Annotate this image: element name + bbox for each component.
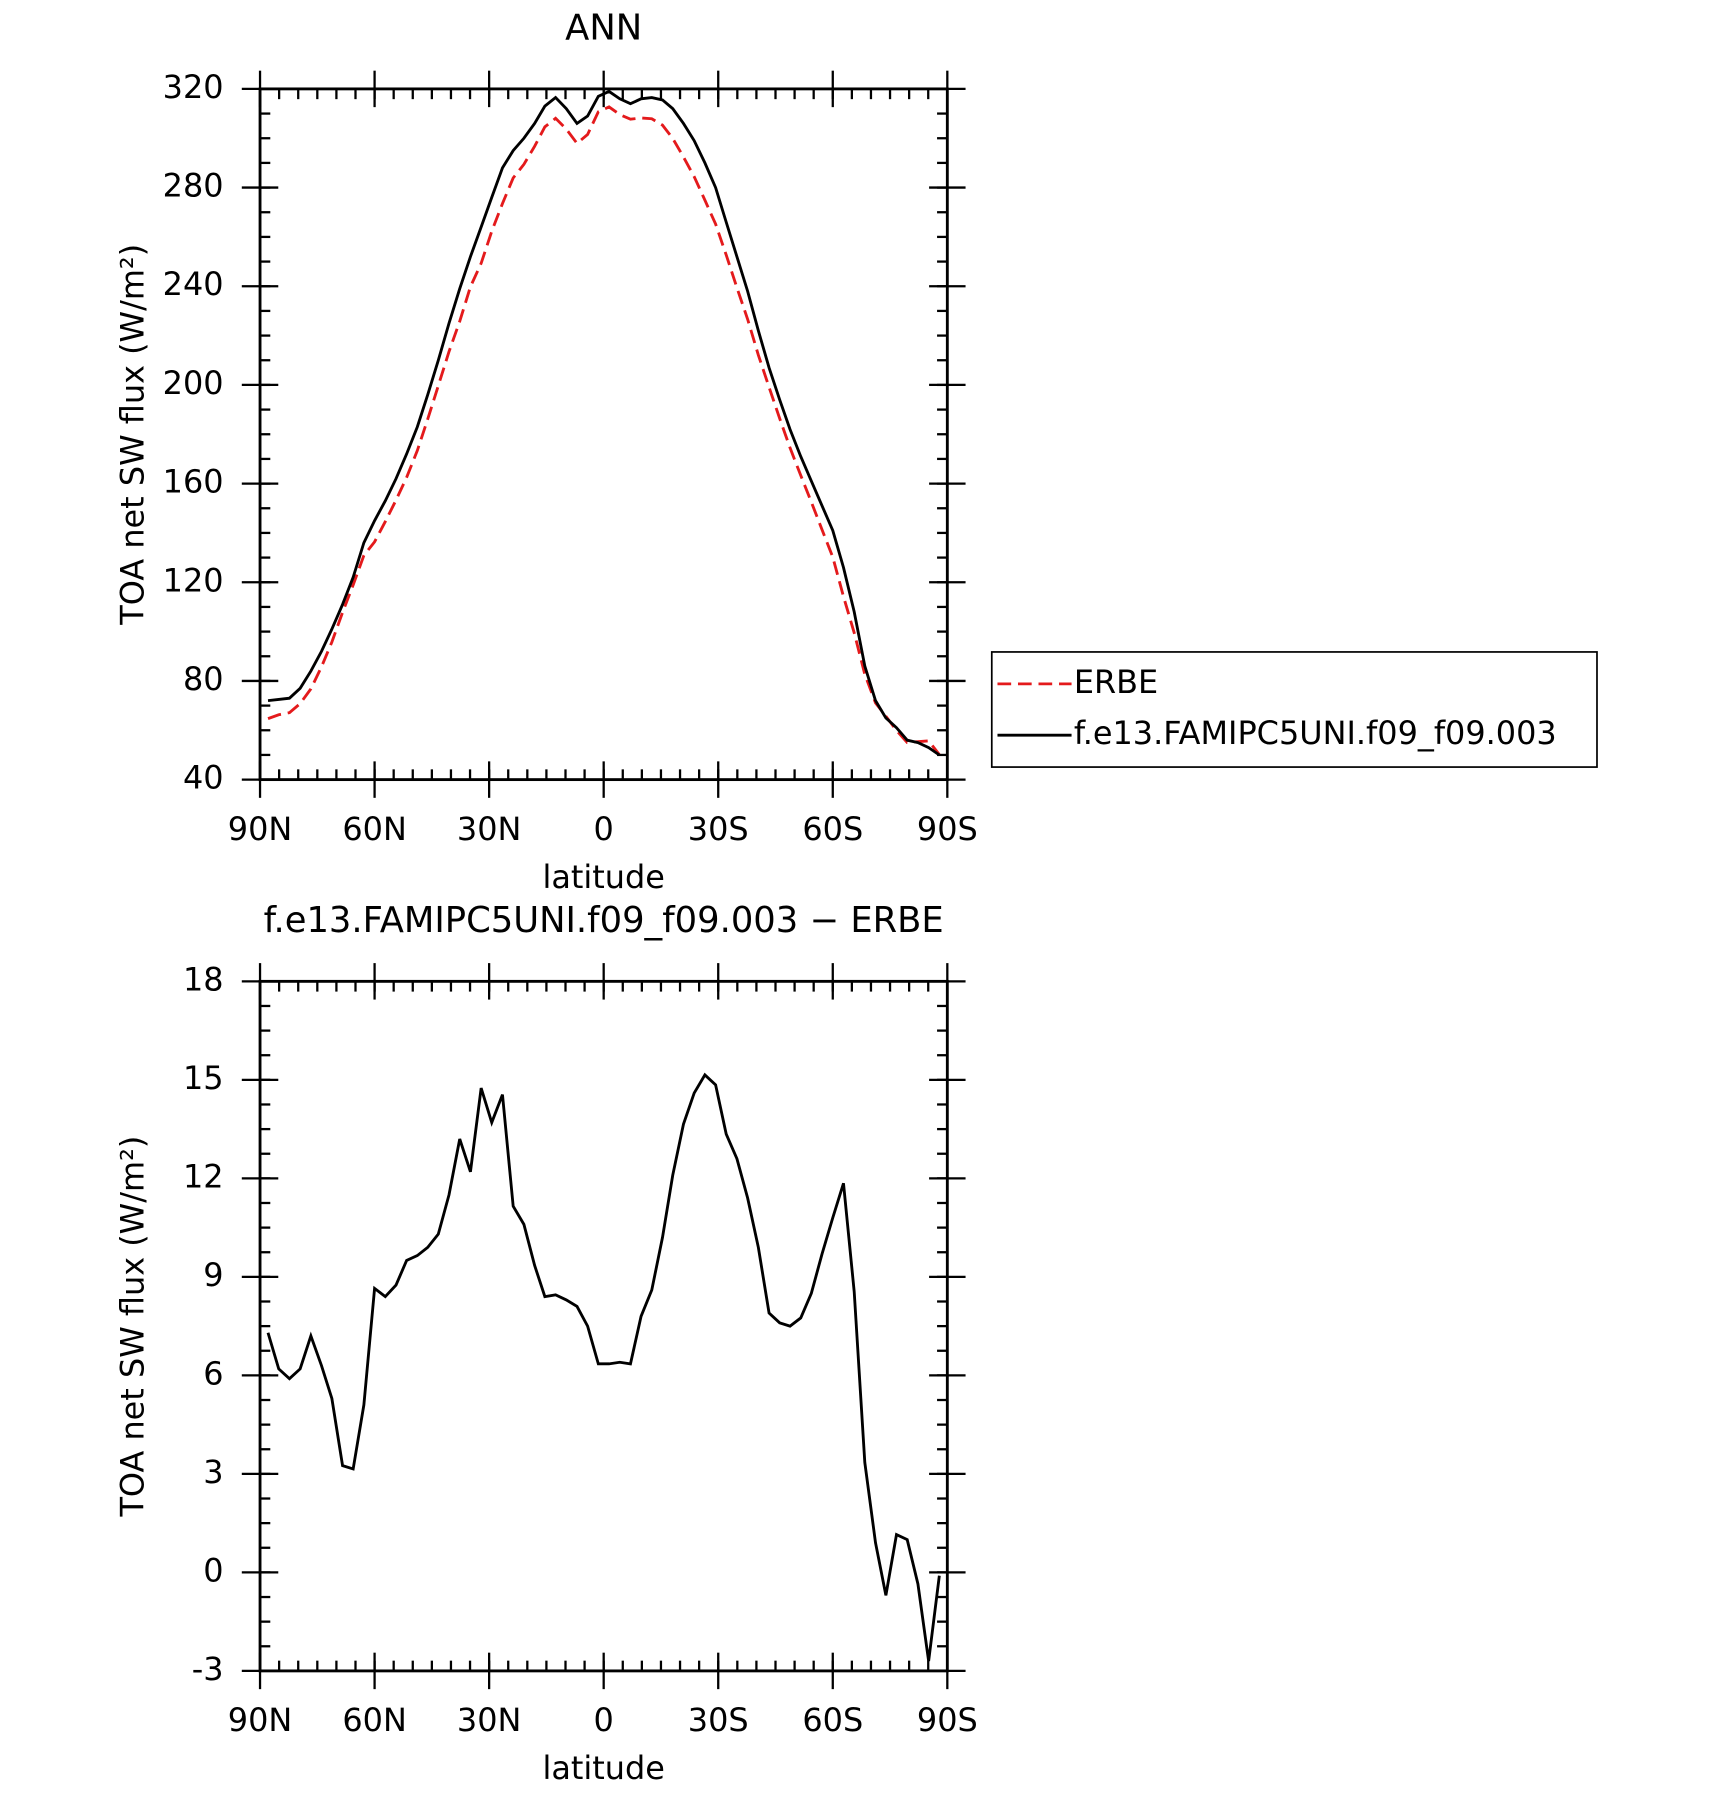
data-line [267,105,941,756]
x-tick-label: 30S [688,810,749,848]
x-axis-label: latitude [542,1749,664,1787]
y-tick-label: 320 [163,68,224,106]
y-tick-label: 15 [183,1059,224,1097]
x-tick-label: 60N [342,1701,406,1739]
data-line [267,89,941,757]
y-axis-label: TOA net SW flux (W/m²) [114,1136,152,1518]
data-line [266,1072,941,1662]
y-tick-label: 160 [163,463,224,501]
y-tick-label: 0 [203,1551,223,1589]
x-axis-label: latitude [542,858,664,896]
x-tick-label: 30S [688,1701,749,1739]
legend-label: ERBE [1074,663,1158,701]
x-tick-label: 60S [802,1701,863,1739]
y-tick-label: 280 [163,167,224,205]
legend-box [990,651,1598,768]
chart-title: ANN [565,8,642,49]
x-tick-label: 30N [457,810,521,848]
plot-frame [258,87,949,782]
y-tick-label: 9 [203,1256,223,1294]
y-tick-label: 40 [183,759,224,797]
plot-frame [258,979,949,1673]
chart-title: f.e13.FAMIPC5UNI.f09_f09.003 − ERBE [264,900,944,941]
x-tick-label: 60S [802,810,863,848]
y-tick-label: 240 [163,265,224,303]
x-tick-label: 0 [594,810,614,848]
y-tick-label: -3 [192,1650,224,1688]
x-tick-label: 60N [342,810,406,848]
y-tick-label: 200 [163,364,224,402]
x-tick-label: 90S [917,810,978,848]
y-tick-label: 120 [163,561,224,599]
x-tick-label: 0 [594,1701,614,1739]
legend-label: f.e13.FAMIPC5UNI.f09_f09.003 [1074,714,1557,752]
y-axis-label: TOA net SW flux (W/m²) [114,244,152,626]
y-tick-label: 12 [183,1157,224,1195]
y-tick-label: 80 [183,660,224,698]
x-tick-label: 30N [457,1701,521,1739]
y-tick-label: 18 [183,960,224,998]
x-tick-label: 90S [917,1701,978,1739]
x-tick-label: 90N [228,810,292,848]
x-tick-label: 90N [228,1701,292,1739]
y-tick-label: 6 [203,1354,223,1392]
y-tick-label: 3 [203,1453,223,1491]
